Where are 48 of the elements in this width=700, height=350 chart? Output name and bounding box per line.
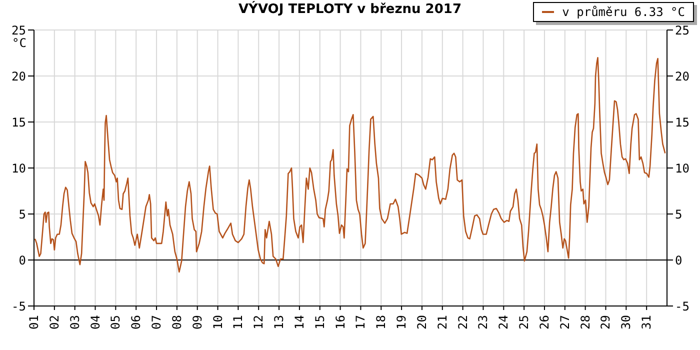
y2-tick-label: 15: [675, 115, 690, 130]
x-tick-label: 29: [598, 315, 613, 330]
x-tick-label: 01: [27, 315, 41, 330]
y2-tick-label: 25: [675, 23, 690, 38]
x-tick-label: 10: [210, 315, 225, 330]
y-tick-label: 20: [12, 69, 26, 84]
y-tick-label: 15: [12, 115, 26, 130]
x-tick-label: 25: [517, 315, 532, 330]
chart-title: VÝVOJ TEPLOTY v březnu 2017: [238, 2, 462, 17]
y-axis-title: °C: [12, 36, 26, 50]
y2-tick-label: 0: [675, 253, 682, 268]
x-tick-label: 22: [456, 315, 470, 330]
x-tick-label: 05: [108, 315, 123, 330]
x-tick-label: 21: [435, 315, 450, 330]
x-tick-label: 12: [252, 315, 266, 330]
y2-tick-label: -5: [675, 299, 690, 314]
x-tick-label: 02: [47, 315, 62, 330]
x-tick-label: 20: [414, 315, 429, 330]
legend-label: v průměru 6.33 °C: [562, 5, 685, 19]
y-tick-label: -5: [12, 299, 26, 314]
y2-tick-label: 10: [675, 161, 690, 176]
y-tick-label: 10: [12, 161, 26, 176]
x-tick-label: 04: [88, 315, 102, 330]
x-tick-label: 30: [619, 315, 634, 330]
x-tick-label: 16: [333, 315, 348, 330]
x-tick-label: 06: [129, 315, 144, 330]
x-tick-label: 15: [312, 315, 327, 330]
y-tick-label: 5: [18, 207, 26, 222]
x-tick-label: 07: [150, 315, 164, 330]
x-tick-label: 23: [476, 315, 490, 330]
x-tick-label: 24: [496, 315, 511, 330]
x-tick-label: 03: [68, 315, 82, 330]
x-tick-label: 18: [374, 315, 388, 330]
y2-tick-label: 5: [675, 207, 682, 222]
y-tick-label: 25: [12, 23, 26, 38]
x-tick-label: 27: [558, 315, 572, 330]
y-tick-label: 0: [18, 253, 26, 268]
y2-tick-label: 20: [675, 69, 690, 84]
x-tick-label: 08: [170, 315, 184, 330]
x-tick-label: 11: [231, 315, 246, 330]
x-tick-label: 31: [640, 315, 654, 330]
x-tick-label: 26: [537, 315, 552, 330]
x-tick-label: 28: [578, 315, 592, 330]
x-tick-label: 14: [292, 315, 306, 330]
x-tick-label: 13: [272, 315, 286, 330]
x-tick-label: 19: [394, 315, 409, 330]
x-tick-label: 09: [190, 315, 204, 330]
x-tick-label: 17: [354, 315, 368, 330]
